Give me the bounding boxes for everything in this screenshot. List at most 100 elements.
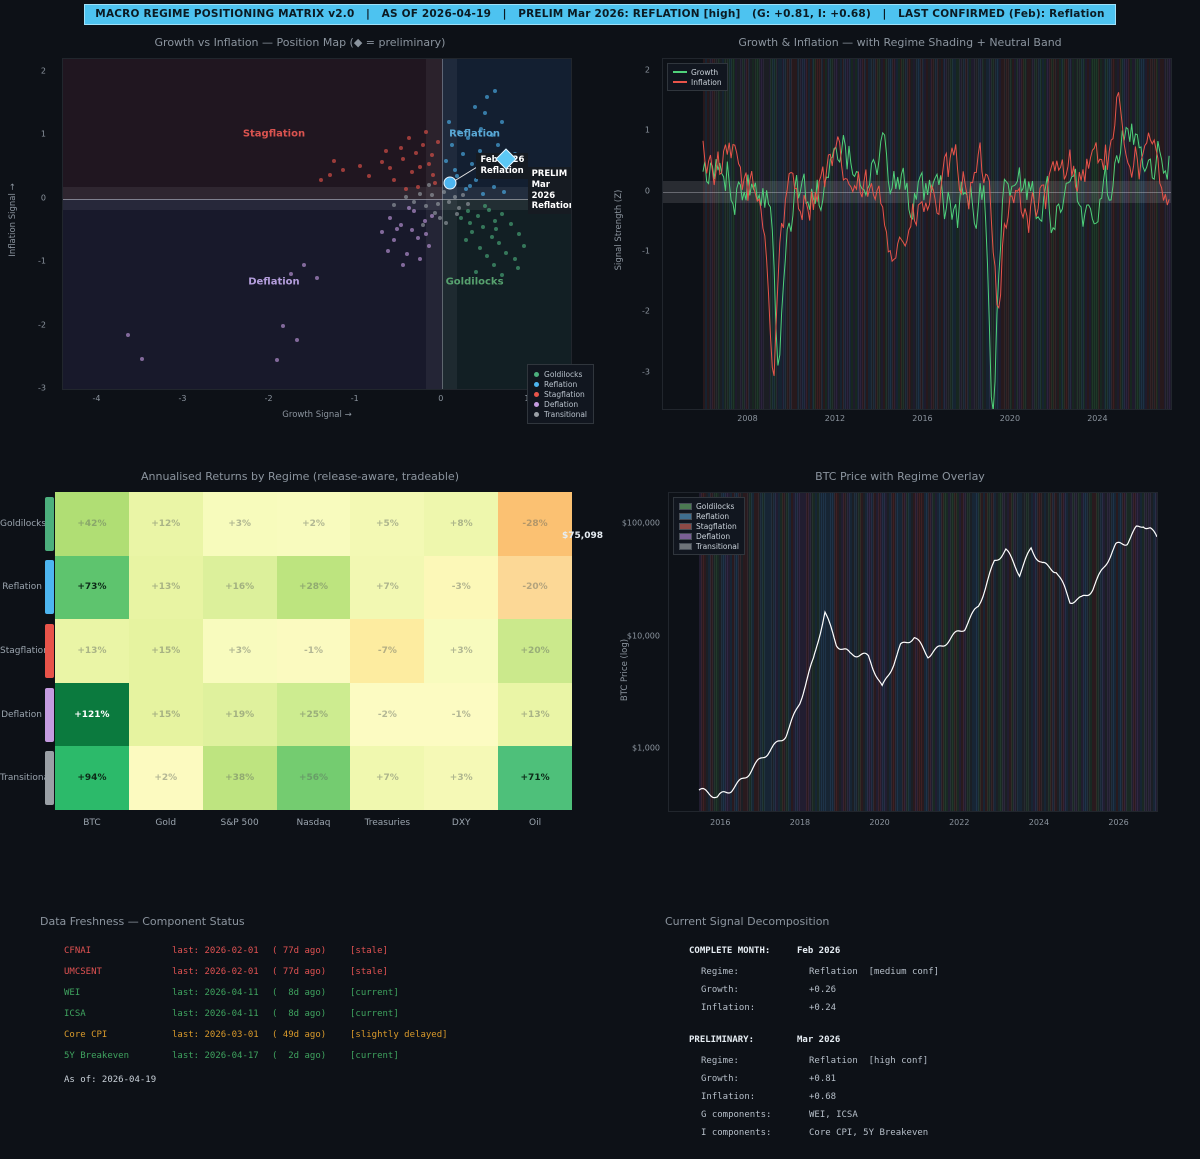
heatmap-cell[interactable]: +19% bbox=[202, 682, 277, 747]
heatmap-cell[interactable]: +42% bbox=[55, 492, 129, 556]
regime-band bbox=[856, 493, 859, 811]
heatmap-cell[interactable]: +25% bbox=[276, 682, 351, 747]
heatmap-cell[interactable]: +16% bbox=[202, 555, 277, 620]
heatmap-cell[interactable]: -3% bbox=[424, 555, 499, 620]
heatmap-cell[interactable]: +3% bbox=[424, 746, 499, 810]
regime-band bbox=[1098, 493, 1101, 811]
regime-band bbox=[1118, 59, 1122, 409]
regime-band bbox=[749, 493, 753, 811]
heatmap-cell[interactable]: +15% bbox=[128, 619, 203, 683]
regime-band bbox=[866, 493, 870, 811]
regime-band bbox=[705, 493, 709, 811]
regime-band bbox=[753, 59, 756, 409]
heatmap-cell[interactable]: +121% bbox=[55, 682, 129, 747]
regime-quadrant-0 bbox=[63, 59, 442, 199]
heatmap-cell[interactable]: +2% bbox=[128, 746, 203, 810]
component-name: UMCSENT bbox=[64, 967, 102, 977]
growth-inflation-plot[interactable]: Growth Inflation bbox=[662, 58, 1172, 410]
heatmap-cell[interactable]: -2% bbox=[350, 682, 425, 747]
x-tick: 2008 bbox=[737, 414, 758, 423]
scatter-point bbox=[405, 252, 410, 257]
regime-band bbox=[869, 493, 872, 811]
regime-band bbox=[808, 493, 811, 811]
header-title-pill: MACRO REGIME POSITIONING MATRIX v2.0 | A… bbox=[84, 4, 1116, 25]
heatmap-cell[interactable]: +15% bbox=[128, 682, 203, 747]
regime-band bbox=[837, 59, 841, 409]
legend-label: Stagflation bbox=[544, 389, 585, 399]
heatmap-cell[interactable]: +2% bbox=[276, 492, 351, 556]
neutral-band-vertical bbox=[426, 59, 458, 389]
regime-band bbox=[722, 493, 726, 811]
scatter-point bbox=[274, 358, 279, 363]
regime-band bbox=[817, 59, 820, 409]
regime-band bbox=[1169, 59, 1171, 409]
heatmap-cell[interactable]: +38% bbox=[202, 746, 277, 810]
regime-band bbox=[1037, 493, 1040, 811]
heatmap-cell[interactable]: +13% bbox=[498, 682, 572, 747]
scatter-point bbox=[472, 104, 477, 109]
regime-band bbox=[954, 493, 958, 811]
regime-band bbox=[828, 59, 831, 409]
position-map-plot[interactable]: Stagflation Reflation Deflation Goldilocks F… bbox=[62, 58, 572, 390]
heatmap-cell[interactable]: +94% bbox=[55, 746, 129, 810]
scatter-point bbox=[481, 191, 486, 196]
regime-band bbox=[945, 493, 949, 811]
regime-band bbox=[1071, 493, 1075, 811]
regime-band bbox=[884, 493, 888, 811]
heatmap-cell[interactable]: -20% bbox=[498, 555, 572, 620]
regime-band bbox=[1124, 59, 1127, 409]
heatmap-cell[interactable]: +73% bbox=[55, 555, 129, 620]
position-map-legend: Goldilocks Reflation Stagflation Deflation T… bbox=[527, 364, 594, 424]
regime-band bbox=[751, 493, 755, 811]
regime-band bbox=[853, 493, 857, 811]
heatmap-cell[interactable]: +71% bbox=[498, 746, 572, 810]
heatmap-cell[interactable]: +8% bbox=[424, 492, 499, 556]
regime-band bbox=[819, 59, 822, 409]
regime-band bbox=[773, 493, 777, 811]
legend-item: Stagflation bbox=[679, 521, 739, 531]
regime-band bbox=[956, 493, 960, 811]
regime-band bbox=[962, 493, 966, 811]
heatmap-cell[interactable]: -1% bbox=[276, 619, 351, 683]
heatmap-cell[interactable]: +7% bbox=[350, 746, 425, 810]
heatmap-cell[interactable]: +3% bbox=[202, 492, 277, 556]
heatmap-cell[interactable]: +7% bbox=[350, 555, 425, 620]
regime-band bbox=[802, 59, 805, 409]
heatmap-cell[interactable]: +3% bbox=[424, 619, 499, 683]
regime-band bbox=[1058, 493, 1062, 811]
heatmap-cell[interactable]: +56% bbox=[276, 746, 351, 810]
heatmap-cell[interactable]: +13% bbox=[128, 555, 203, 620]
heatmap-cell[interactable]: -28% bbox=[498, 492, 572, 556]
heatmap-cell[interactable]: +20% bbox=[498, 619, 572, 683]
heatmap-cell[interactable]: +28% bbox=[276, 555, 351, 620]
heatmap-cell[interactable]: +5% bbox=[350, 492, 425, 556]
regime-band bbox=[744, 493, 748, 811]
feb-2026-marker[interactable] bbox=[443, 176, 457, 190]
regime-band bbox=[768, 59, 771, 409]
heatmap-cell[interactable]: +13% bbox=[55, 619, 129, 683]
regime-band bbox=[714, 59, 717, 409]
heatmap-cell[interactable]: -1% bbox=[424, 682, 499, 747]
regime-band bbox=[742, 59, 745, 409]
component-name: WEI bbox=[64, 988, 81, 998]
quadrant-label-goldilocks: Goldilocks bbox=[445, 276, 504, 288]
regime-band bbox=[794, 59, 798, 409]
regime-band bbox=[854, 59, 858, 409]
returns-heatmap-grid[interactable]: +42% +12% +3% +2% +5% +8% -28% +73% +13% +16% +28%… bbox=[55, 492, 572, 810]
heatmap-cell[interactable]: +3% bbox=[202, 619, 277, 683]
regime-band bbox=[1017, 493, 1021, 811]
legend-label: Goldilocks bbox=[696, 501, 735, 511]
scatter-point bbox=[452, 195, 457, 200]
regime-band bbox=[957, 59, 961, 409]
y-tick: 0 bbox=[644, 186, 650, 196]
legend-swatch bbox=[534, 411, 540, 417]
heatmap-cell[interactable]: +12% bbox=[128, 492, 203, 556]
regime-band bbox=[1090, 59, 1093, 409]
btc-price-plot[interactable]: Goldilocks Reflation Stagflation Deflation T… bbox=[668, 492, 1158, 812]
heatmap-cell[interactable]: -7% bbox=[350, 619, 425, 683]
scatter-point bbox=[457, 206, 462, 211]
component-last-date: last: 2026-02-01 bbox=[172, 967, 259, 977]
regime-band bbox=[1076, 493, 1080, 811]
scatter-point bbox=[491, 263, 496, 268]
regime-band bbox=[944, 59, 947, 409]
